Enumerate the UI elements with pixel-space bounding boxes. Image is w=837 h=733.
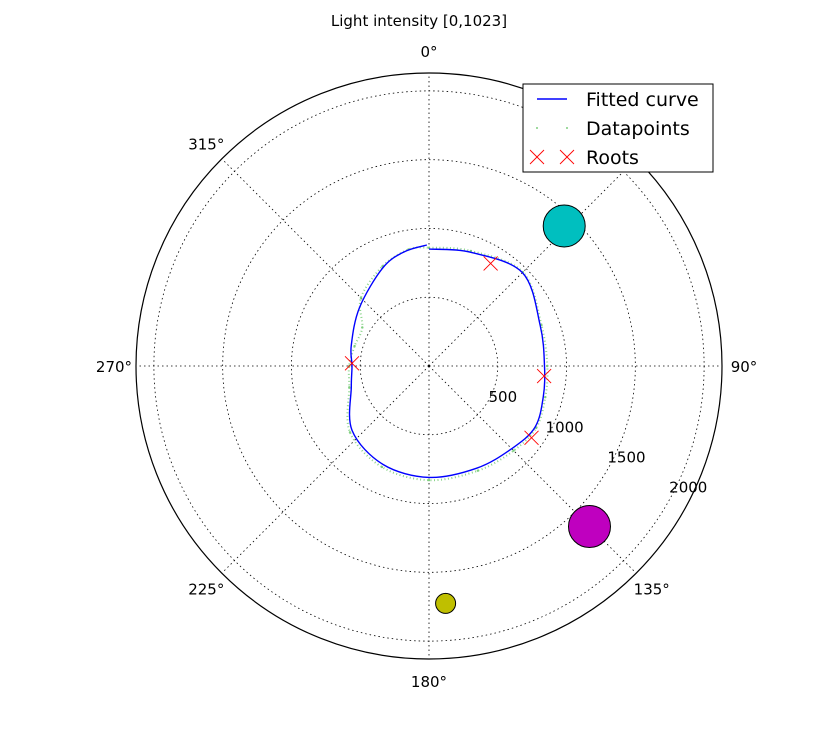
datapoint xyxy=(427,246,431,249)
chart-title: Light intensity [0,1023] xyxy=(331,12,507,30)
datapoint xyxy=(348,431,352,434)
datapoint xyxy=(546,364,549,368)
sensor-circle xyxy=(542,204,586,248)
angle-tick-label: 90° xyxy=(731,358,758,376)
angular-grid-line xyxy=(428,158,637,367)
legend-dot-swatch xyxy=(566,127,568,129)
radial-tick-label: 1500 xyxy=(607,448,645,466)
legend-entry: Datapoints xyxy=(536,118,690,140)
legend-label: Fitted curve xyxy=(586,89,699,111)
legend-entry: Roots xyxy=(529,147,639,169)
root-marker xyxy=(524,430,539,446)
legend-label: Roots xyxy=(586,147,639,169)
radial-grid-circle xyxy=(222,159,636,573)
angular-grid-line xyxy=(221,365,430,574)
radial-grid-circle xyxy=(291,228,567,504)
legend-entry: Fitted curve xyxy=(537,89,699,111)
outer-ring xyxy=(135,72,723,660)
fitted-curve-series xyxy=(348,244,546,479)
root-marker xyxy=(536,368,552,384)
legend-label: Datapoints xyxy=(586,118,690,140)
datapoint xyxy=(512,449,515,452)
legend-x-swatch xyxy=(559,149,575,165)
sensor-circle xyxy=(435,592,457,614)
angle-tick-label: 180° xyxy=(411,673,447,691)
datapoint xyxy=(361,326,364,329)
legend-x-swatch xyxy=(529,149,545,165)
legend: Fitted curve Datapoints Roots xyxy=(522,83,714,173)
radial-tick-label: 500 xyxy=(488,388,517,406)
root-marker-stroke xyxy=(524,430,539,446)
angular-grid-line xyxy=(428,365,637,574)
root-marker-stroke xyxy=(344,355,360,371)
datapoint xyxy=(544,395,547,399)
radial-tick-labels: 500 1000 1500 2000 xyxy=(488,388,707,496)
datapoint xyxy=(476,469,480,472)
angle-tick-label: 135° xyxy=(634,581,670,599)
datapoint xyxy=(348,386,351,389)
angle-tick-labels: 0° 90° 135° 180° 225° 270° 315° xyxy=(96,43,757,691)
angle-tick-label: 225° xyxy=(188,581,224,599)
sensor-circles xyxy=(435,204,611,614)
angle-tick-label: 0° xyxy=(420,43,437,61)
radial-tick-label: 1000 xyxy=(546,418,584,436)
datapoint xyxy=(353,344,356,348)
angle-tick-label: 270° xyxy=(96,358,132,376)
angular-grid-line xyxy=(221,158,430,367)
root-marker-stroke xyxy=(536,368,552,384)
outer-circle xyxy=(135,72,723,660)
datapoint xyxy=(359,296,363,300)
datapoint xyxy=(380,465,384,469)
datapoint xyxy=(427,478,431,482)
radial-tick-label: 2000 xyxy=(669,479,707,497)
fitted-curve-line xyxy=(348,244,546,479)
legend-dot-swatch xyxy=(536,127,538,129)
root-marker-stroke xyxy=(483,256,498,271)
root-marker xyxy=(483,256,498,271)
root-marker xyxy=(344,355,360,371)
roots-series xyxy=(344,256,552,446)
datapoints-series xyxy=(346,246,549,482)
sensor-circle xyxy=(567,504,611,548)
angle-tick-label: 315° xyxy=(188,135,224,153)
